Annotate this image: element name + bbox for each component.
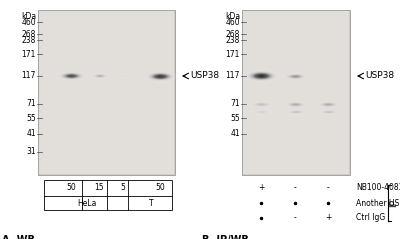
- Text: HeLa: HeLa: [77, 199, 97, 207]
- Text: 171: 171: [226, 49, 240, 59]
- Text: +: +: [258, 184, 264, 192]
- Text: A. WB: A. WB: [2, 235, 35, 239]
- Text: 41: 41: [26, 130, 36, 138]
- Text: 31: 31: [26, 147, 36, 157]
- Text: 460: 460: [21, 17, 36, 27]
- Text: 460: 460: [225, 17, 240, 27]
- Text: 50: 50: [66, 184, 76, 192]
- Text: 268: 268: [226, 29, 240, 38]
- Text: 5: 5: [120, 184, 125, 192]
- Bar: [243, 11, 349, 174]
- Text: 268: 268: [22, 29, 36, 38]
- Text: +: +: [325, 213, 331, 223]
- Text: 15: 15: [94, 184, 104, 192]
- Text: 55: 55: [230, 114, 240, 123]
- Text: 55: 55: [26, 114, 36, 123]
- Text: 50: 50: [155, 184, 165, 192]
- Bar: [242, 10, 350, 175]
- Text: 41: 41: [230, 130, 240, 138]
- Text: 71: 71: [230, 99, 240, 109]
- Text: USP38: USP38: [365, 71, 394, 81]
- Text: 117: 117: [22, 71, 36, 81]
- Text: USP38: USP38: [190, 71, 219, 81]
- Text: 71: 71: [26, 99, 36, 109]
- Text: Ctrl IgG: Ctrl IgG: [356, 213, 385, 223]
- Text: kDa: kDa: [21, 12, 36, 21]
- Text: B. IP/WB: B. IP/WB: [202, 235, 249, 239]
- Text: -: -: [294, 213, 296, 223]
- Bar: [44, 180, 172, 210]
- Bar: [39, 11, 174, 174]
- Text: T: T: [149, 199, 153, 207]
- Text: kDa: kDa: [225, 12, 240, 21]
- Text: -: -: [327, 184, 329, 192]
- Text: 117: 117: [226, 71, 240, 81]
- Text: Another USP38 Ab: Another USP38 Ab: [356, 199, 400, 207]
- Text: IP: IP: [390, 199, 398, 207]
- Text: 238: 238: [22, 36, 36, 44]
- Bar: [38, 10, 175, 175]
- Text: NB100-40833: NB100-40833: [356, 184, 400, 192]
- Text: 171: 171: [22, 49, 36, 59]
- Text: -: -: [294, 184, 296, 192]
- Text: 238: 238: [226, 36, 240, 44]
